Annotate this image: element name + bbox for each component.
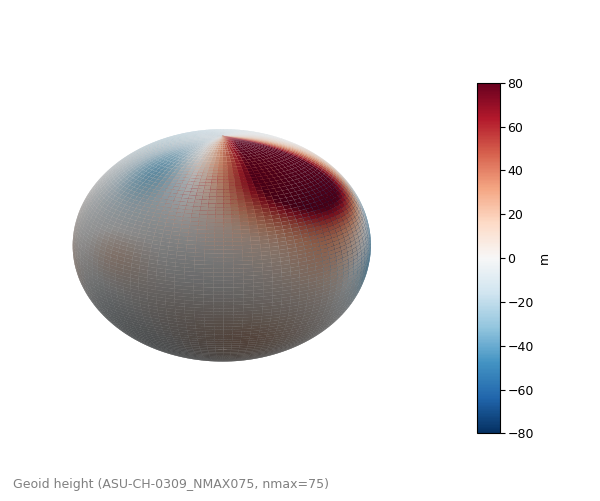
- Text: Geoid height (ASU-CH-0309_NMAX075, nmax=75): Geoid height (ASU-CH-0309_NMAX075, nmax=…: [13, 478, 329, 491]
- Y-axis label: m: m: [538, 252, 551, 264]
